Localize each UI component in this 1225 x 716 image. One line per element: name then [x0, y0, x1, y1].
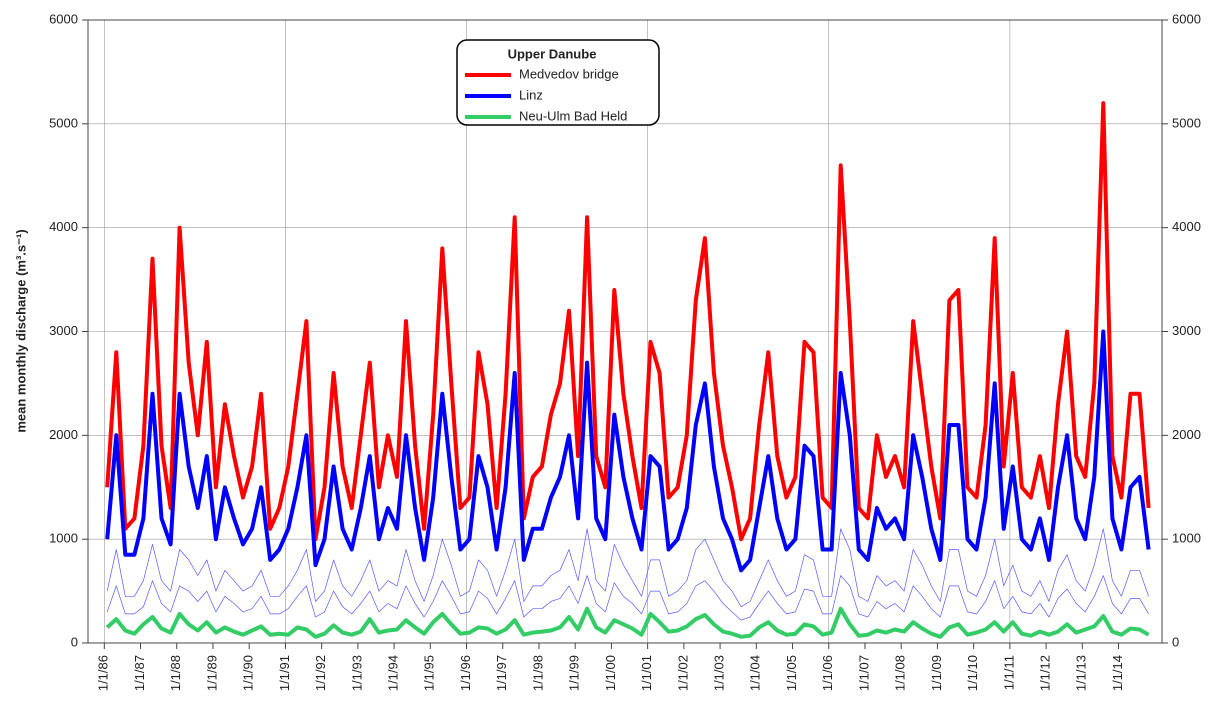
- y2-tick-label: 4000: [1172, 219, 1201, 234]
- legend-label: Linz: [519, 87, 543, 102]
- series-line: [105, 329, 1151, 573]
- x-tick-label: 1/1/11: [1001, 655, 1016, 690]
- x-tick-label: 1/1/06: [820, 655, 835, 691]
- series-line: [105, 606, 1150, 639]
- x-tick-label: 1/1/89: [204, 655, 219, 691]
- series-line: [106, 575, 1149, 621]
- legend-label: Neu-Ulm Bad Held: [519, 108, 627, 123]
- x-tick-label: 1/1/13: [1074, 655, 1089, 691]
- x-tick-label: 1/1/99: [567, 655, 582, 691]
- plot-frame: [87, 19, 1163, 644]
- x-tick-label: 1/1/02: [675, 655, 690, 691]
- y2-tick-label: 3000: [1172, 323, 1201, 338]
- x-tick-label: 1/1/86: [96, 655, 111, 691]
- x-tick-label: 1/1/96: [458, 655, 473, 691]
- x-tick-label: 1/1/12: [1038, 655, 1053, 691]
- x-tick-label: 1/1/00: [603, 655, 618, 691]
- y-tick-label: 3000: [49, 323, 78, 338]
- x-tick-label: 1/1/90: [241, 655, 256, 691]
- x-tick-label: 1/1/87: [132, 655, 147, 691]
- x-tick-label: 1/1/94: [386, 655, 401, 691]
- x-tick-label: 1/1/93: [349, 655, 364, 691]
- x-tick-label: 1/1/03: [712, 655, 727, 691]
- x-tick-label: 1/1/88: [168, 655, 183, 691]
- legend-title: Upper Danube: [508, 46, 597, 61]
- y2-tick-label: 0: [1172, 634, 1179, 649]
- x-tick-label: 1/1/08: [893, 655, 908, 691]
- y-axis-label: mean monthly discharge (m³.s⁻¹): [13, 229, 28, 432]
- x-tick-label: 1/1/14: [1110, 655, 1125, 691]
- y-tick-label: 2000: [49, 427, 78, 442]
- x-tick-label: 1/1/10: [965, 655, 980, 691]
- y-tick-label: 0: [71, 634, 78, 649]
- x-tick-label: 1/1/01: [639, 655, 654, 691]
- x-tick-label: 1/1/04: [748, 655, 763, 691]
- y2-tick-label: 6000: [1172, 11, 1201, 26]
- y2-tick-label: 5000: [1172, 115, 1201, 130]
- x-tick-label: 1/1/95: [422, 655, 437, 691]
- y2-tick-label: 2000: [1172, 427, 1201, 442]
- y2-tick-label: 1000: [1172, 531, 1201, 546]
- x-tick-label: 1/1/09: [929, 655, 944, 691]
- x-tick-label: 1/1/05: [784, 655, 799, 691]
- legend-box: [456, 39, 660, 126]
- legend-label: Medvedov bridge: [519, 66, 619, 81]
- y-tick-label: 4000: [49, 219, 78, 234]
- x-tick-label: 1/1/92: [313, 655, 328, 691]
- y-tick-label: 6000: [49, 11, 78, 26]
- x-tick-label: 1/1/98: [530, 655, 545, 691]
- y-tick-label: 5000: [49, 115, 78, 130]
- x-tick-label: 1/1/97: [494, 655, 509, 691]
- y-tick-label: 1000: [49, 531, 78, 546]
- x-tick-label: 1/1/91: [277, 655, 292, 691]
- series-line: [105, 101, 1151, 542]
- series-line: [106, 528, 1149, 608]
- x-tick-label: 1/1/07: [856, 655, 871, 691]
